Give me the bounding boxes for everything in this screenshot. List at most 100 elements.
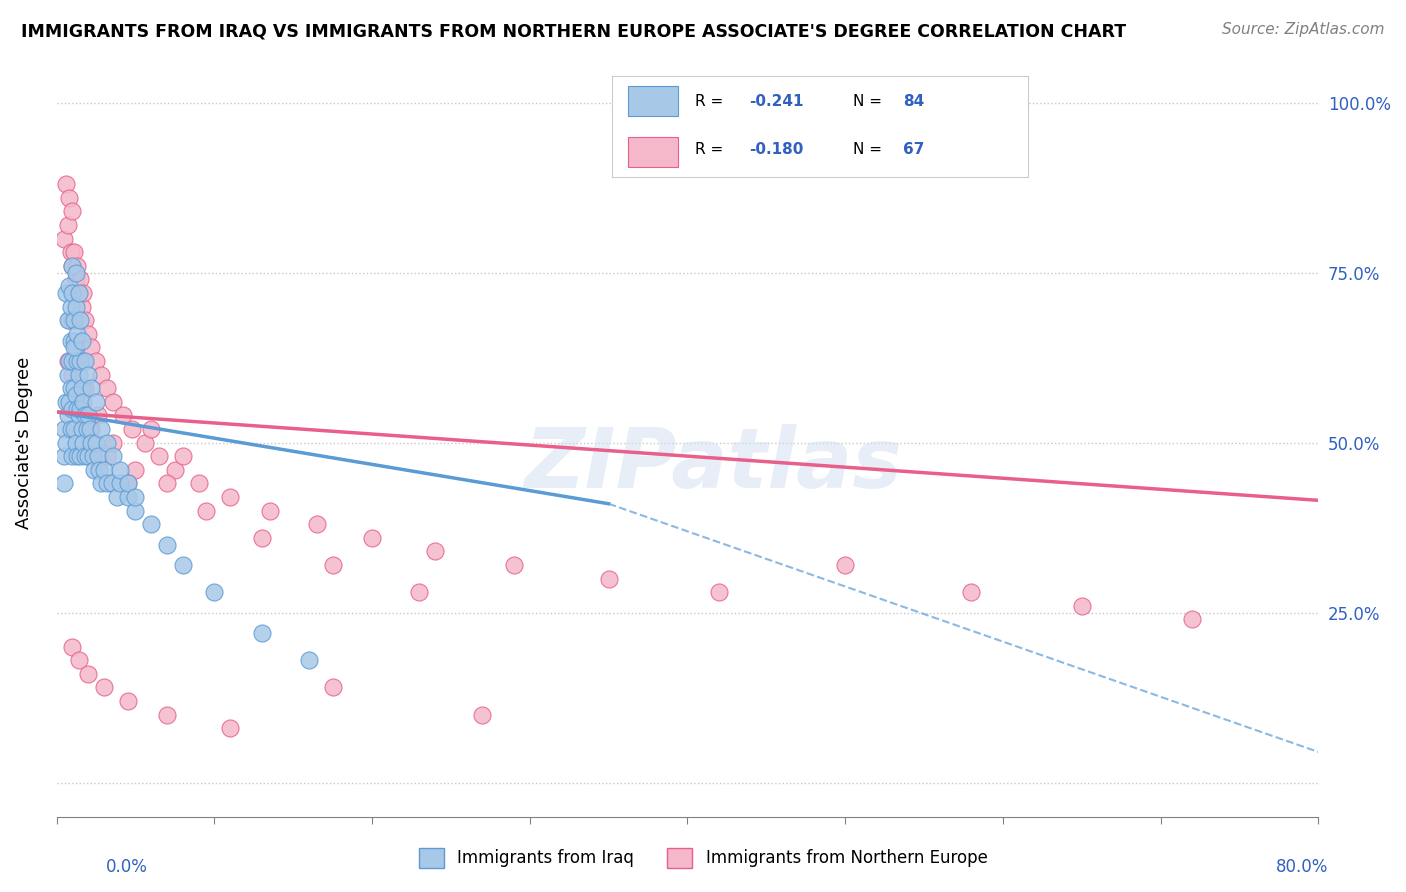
Point bbox=[84, 354, 107, 368]
Point bbox=[172, 558, 194, 572]
Point bbox=[80, 340, 103, 354]
Text: ZIPatlas: ZIPatlas bbox=[524, 425, 901, 506]
Point bbox=[67, 653, 90, 667]
Point bbox=[67, 285, 90, 300]
Point bbox=[60, 204, 83, 219]
Point bbox=[58, 313, 80, 327]
Point bbox=[59, 334, 82, 348]
Point bbox=[55, 394, 77, 409]
Point bbox=[60, 449, 83, 463]
Point bbox=[124, 463, 146, 477]
Point bbox=[66, 354, 89, 368]
Point bbox=[63, 381, 86, 395]
Point bbox=[70, 422, 93, 436]
Point bbox=[63, 334, 86, 348]
Point bbox=[93, 463, 115, 477]
Point bbox=[69, 354, 91, 368]
Point bbox=[598, 572, 620, 586]
Point bbox=[250, 531, 273, 545]
Point bbox=[103, 449, 125, 463]
Point bbox=[108, 463, 131, 477]
Point bbox=[53, 449, 76, 463]
Point bbox=[66, 449, 89, 463]
Point bbox=[1181, 612, 1204, 626]
Text: Source: ZipAtlas.com: Source: ZipAtlas.com bbox=[1222, 22, 1385, 37]
Point bbox=[84, 435, 107, 450]
Point bbox=[960, 585, 983, 599]
Point bbox=[471, 707, 494, 722]
Point bbox=[63, 245, 86, 260]
Point bbox=[259, 503, 281, 517]
Point bbox=[65, 266, 87, 280]
Point bbox=[707, 585, 730, 599]
Point bbox=[66, 326, 89, 341]
Point bbox=[67, 368, 90, 382]
Point bbox=[73, 381, 96, 395]
Point bbox=[90, 368, 112, 382]
Point bbox=[59, 300, 82, 314]
Point bbox=[834, 558, 856, 572]
Point bbox=[117, 694, 139, 708]
Point bbox=[117, 490, 139, 504]
Point bbox=[60, 259, 83, 273]
Point bbox=[56, 313, 79, 327]
Point bbox=[172, 449, 194, 463]
Text: IMMIGRANTS FROM IRAQ VS IMMIGRANTS FROM NORTHERN EUROPE ASSOCIATE'S DEGREE CORRE: IMMIGRANTS FROM IRAQ VS IMMIGRANTS FROM … bbox=[21, 22, 1126, 40]
Point bbox=[65, 388, 87, 402]
Point bbox=[58, 354, 80, 368]
Point bbox=[58, 191, 80, 205]
Point bbox=[59, 422, 82, 436]
Point bbox=[219, 490, 242, 504]
Point bbox=[56, 354, 79, 368]
Point bbox=[53, 422, 76, 436]
Point bbox=[66, 259, 89, 273]
Point bbox=[148, 449, 170, 463]
Point bbox=[65, 300, 87, 314]
Point bbox=[105, 490, 128, 504]
Point bbox=[60, 354, 83, 368]
Point bbox=[69, 313, 91, 327]
Text: 80.0%: 80.0% bbox=[1277, 858, 1329, 876]
Point bbox=[79, 422, 101, 436]
Point bbox=[58, 279, 80, 293]
Point bbox=[96, 476, 118, 491]
Point bbox=[141, 517, 163, 532]
Point bbox=[69, 449, 91, 463]
Point bbox=[117, 476, 139, 491]
Point bbox=[96, 435, 118, 450]
Point bbox=[101, 476, 124, 491]
Point bbox=[72, 285, 94, 300]
Point bbox=[124, 503, 146, 517]
Point bbox=[503, 558, 526, 572]
Point bbox=[56, 368, 79, 382]
Point bbox=[65, 435, 87, 450]
Point bbox=[77, 326, 100, 341]
Point bbox=[156, 537, 179, 551]
Point bbox=[89, 463, 111, 477]
Point bbox=[305, 517, 328, 532]
Point bbox=[111, 409, 134, 423]
Point bbox=[103, 435, 125, 450]
Point bbox=[70, 334, 93, 348]
Point bbox=[250, 626, 273, 640]
Point bbox=[96, 381, 118, 395]
Y-axis label: Associate's Degree: Associate's Degree bbox=[15, 357, 32, 529]
Point bbox=[60, 368, 83, 382]
Point bbox=[195, 503, 218, 517]
Point bbox=[70, 381, 93, 395]
Point bbox=[322, 681, 344, 695]
Point bbox=[96, 449, 118, 463]
Point bbox=[63, 422, 86, 436]
Point bbox=[58, 394, 80, 409]
Point bbox=[60, 640, 83, 654]
Point bbox=[69, 272, 91, 286]
Point bbox=[56, 409, 79, 423]
Point bbox=[108, 476, 131, 491]
Point bbox=[60, 401, 83, 416]
Point bbox=[90, 422, 112, 436]
Point bbox=[90, 476, 112, 491]
Point bbox=[124, 490, 146, 504]
Point bbox=[80, 381, 103, 395]
Point bbox=[86, 449, 108, 463]
Point bbox=[163, 463, 186, 477]
